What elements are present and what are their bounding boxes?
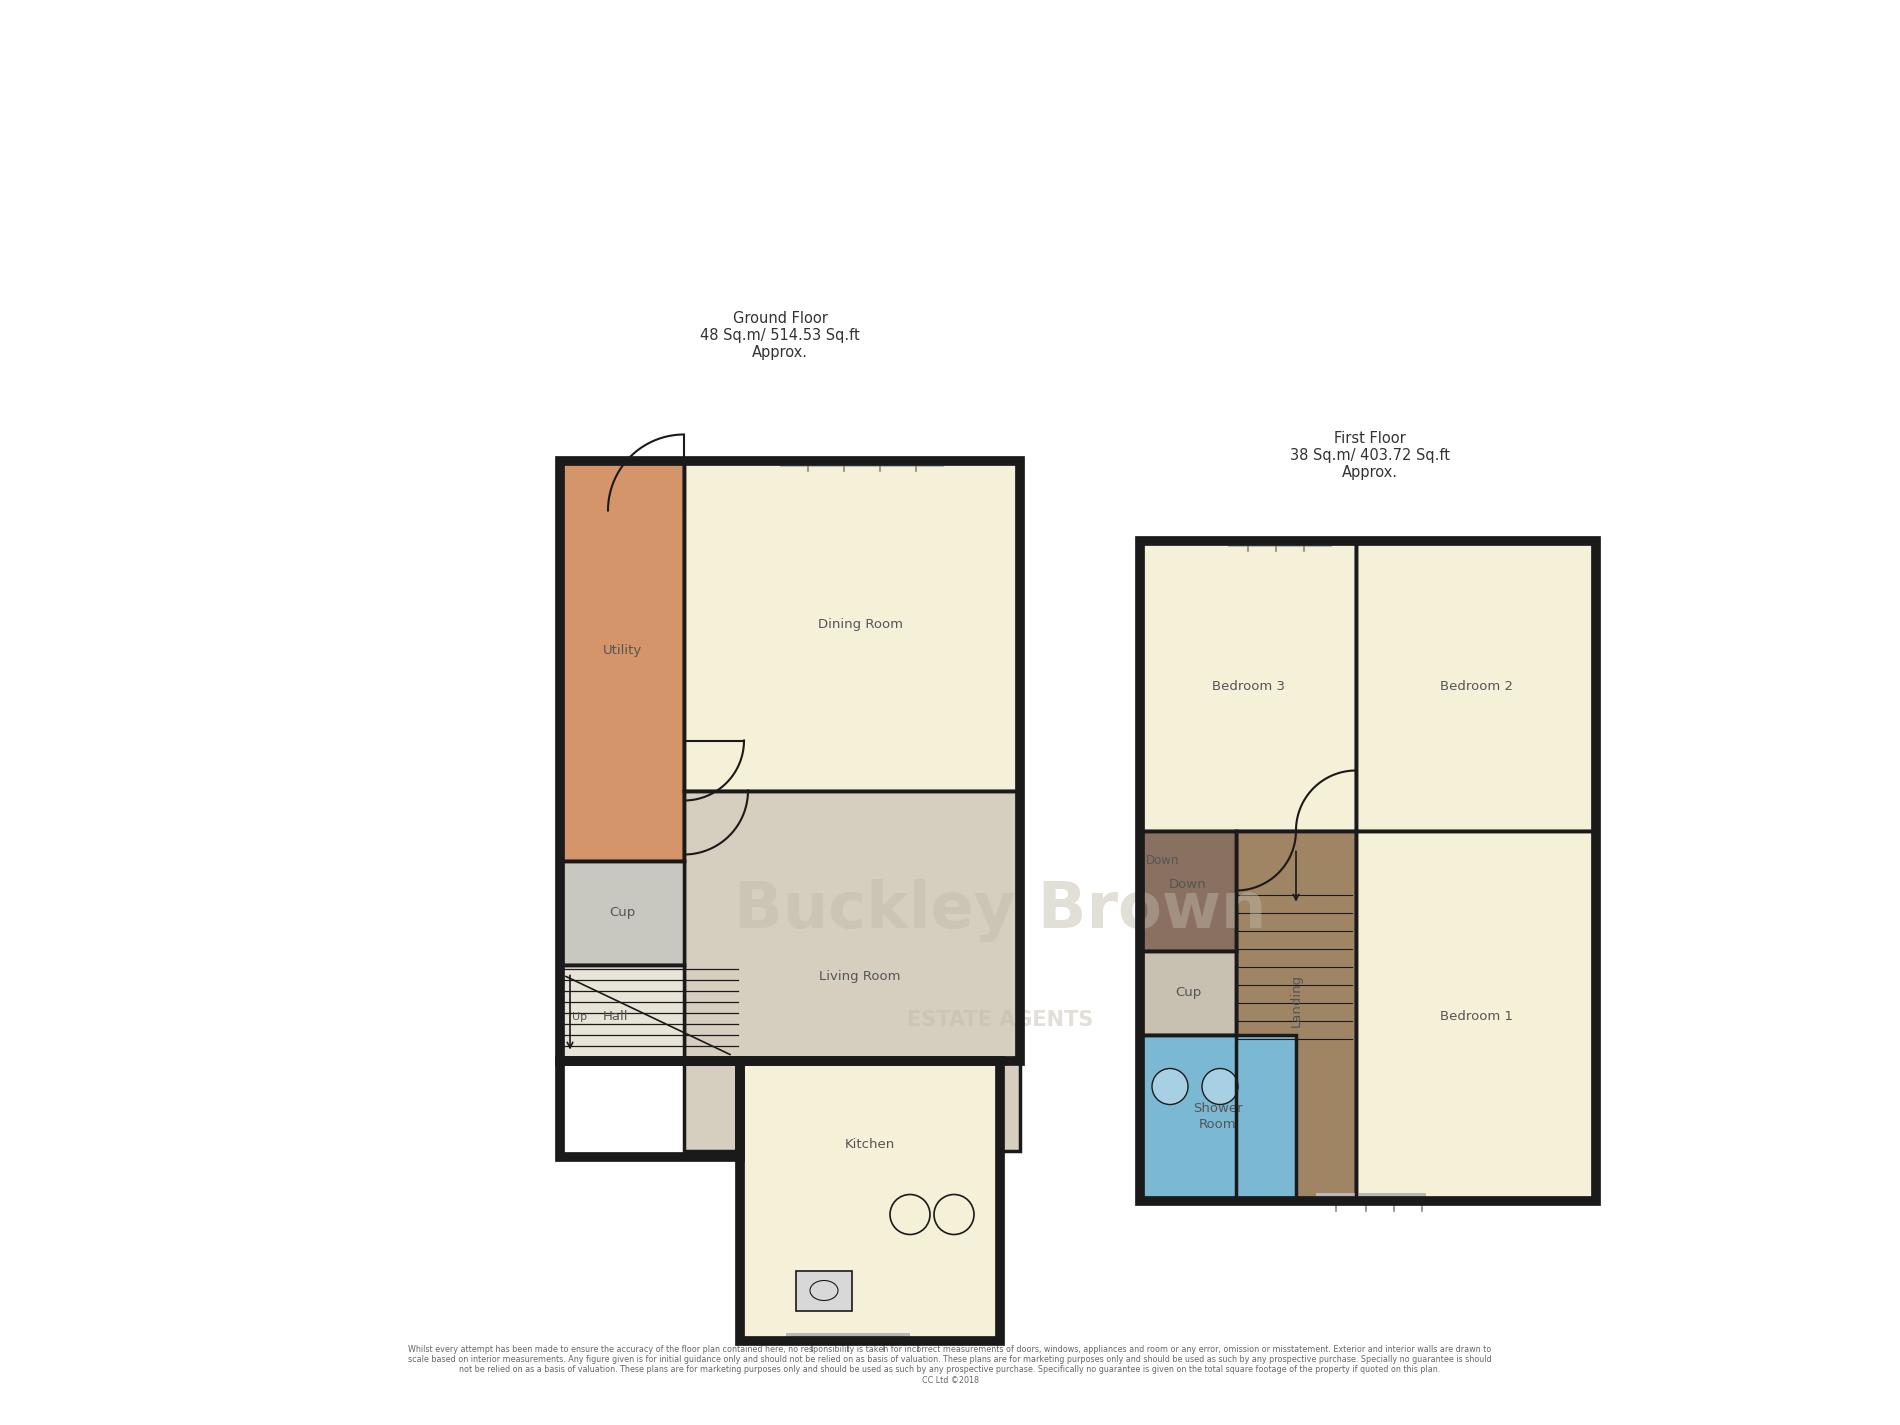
Bar (560, 965, 684, 1060)
Text: Dining Room: Dining Room (817, 618, 902, 631)
Bar (560, 1060, 739, 1157)
Bar (1357, 831, 1596, 1200)
Text: Ground Floor
48 Sq.m/ 514.53 Sq.ft
Approx.: Ground Floor 48 Sq.m/ 514.53 Sq.ft Appro… (699, 311, 861, 361)
Bar (1140, 831, 1237, 950)
Text: Down: Down (1146, 854, 1180, 866)
Bar (781, 456, 944, 466)
Text: Buckley Brown: Buckley Brown (733, 879, 1265, 942)
Text: Cup: Cup (608, 906, 635, 919)
Text: Hall: Hall (604, 1010, 629, 1023)
Circle shape (1203, 1069, 1239, 1104)
Text: Landing: Landing (1290, 973, 1303, 1027)
Bar (787, 1332, 910, 1342)
Bar (560, 460, 684, 861)
Bar (684, 460, 1020, 791)
Bar (739, 1060, 999, 1341)
Text: Bedroom 2: Bedroom 2 (1440, 680, 1512, 693)
Text: Down: Down (1168, 878, 1206, 891)
Bar (560, 460, 1020, 1060)
Bar (739, 1060, 999, 1341)
Text: ESTATE AGENTS: ESTATE AGENTS (906, 1010, 1092, 1030)
Text: First Floor
38 Sq.m/ 403.72 Sq.ft
Approx.: First Floor 38 Sq.m/ 403.72 Sq.ft Approx… (1290, 430, 1450, 480)
Text: Living Room: Living Room (819, 970, 901, 983)
Text: Utility: Utility (602, 644, 642, 657)
Bar (560, 861, 684, 965)
Bar (1227, 536, 1332, 547)
Bar (684, 791, 1020, 1150)
Bar (1140, 540, 1357, 831)
Bar (796, 1271, 851, 1311)
Text: Whilst every attempt has been made to ensure the accuracy of the floor plan cont: Whilst every attempt has been made to en… (408, 1345, 1492, 1385)
Bar (1317, 1193, 1427, 1203)
Bar (1140, 540, 1596, 1200)
Circle shape (1151, 1069, 1188, 1104)
Ellipse shape (809, 1281, 838, 1301)
Bar (1237, 831, 1357, 1200)
Text: Cup: Cup (1174, 986, 1201, 999)
Text: Up: Up (572, 1012, 587, 1022)
Bar (1357, 540, 1596, 831)
Text: Bedroom 1: Bedroom 1 (1440, 1010, 1512, 1023)
Bar (1140, 950, 1237, 1035)
Bar (1140, 1035, 1296, 1200)
Text: Kitchen: Kitchen (846, 1139, 895, 1151)
Text: Bedroom 3: Bedroom 3 (1212, 680, 1284, 693)
Text: Shower
Room: Shower Room (1193, 1103, 1243, 1130)
